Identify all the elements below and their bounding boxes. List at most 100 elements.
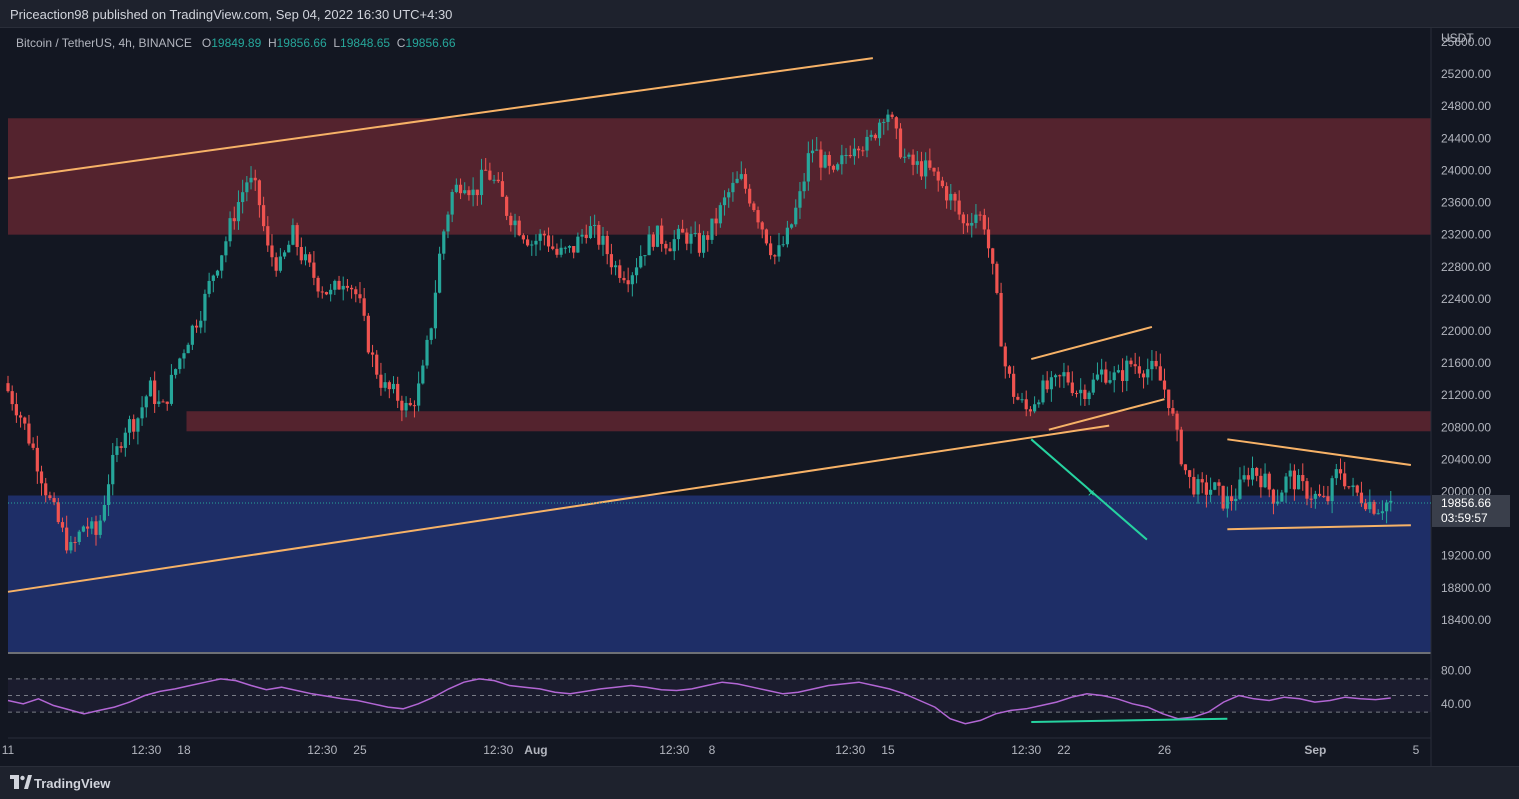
candle-body <box>643 255 647 257</box>
candle-body <box>333 280 337 290</box>
candle-body <box>769 243 773 256</box>
publisher-line: Priceaction98 published on TradingView.c… <box>10 7 453 22</box>
candle-body <box>484 169 488 171</box>
symbol-legend: Bitcoin / TetherUS, 4h, BINANCE O19849.8… <box>16 36 456 50</box>
price-tick-label: 22000.00 <box>1441 324 1491 338</box>
rsi-divergence-line[interactable] <box>1031 717 1228 724</box>
candle-body <box>396 383 400 401</box>
candle-body <box>220 255 224 271</box>
candle-body <box>90 521 94 529</box>
trendline[interactable] <box>1227 524 1411 531</box>
candle-body <box>236 202 241 222</box>
candle-body <box>320 291 324 293</box>
tradingview-logo-icon <box>10 775 32 789</box>
candle-body <box>676 228 681 240</box>
candle-body <box>781 244 785 246</box>
close-value: 19856.66 <box>405 36 456 50</box>
divergence-marker: × <box>1088 486 1095 500</box>
current-price-tag[interactable] <box>1432 494 1510 527</box>
candle-body <box>140 407 144 419</box>
candle-body <box>178 358 182 370</box>
candle-body <box>1288 470 1292 477</box>
candle-body <box>588 226 593 239</box>
candle-body <box>1175 413 1179 430</box>
candle-body <box>559 247 563 255</box>
candle-body <box>1074 393 1079 395</box>
trendline[interactable] <box>7 57 874 180</box>
candle-body <box>576 236 580 253</box>
candle-body <box>1355 485 1359 493</box>
trendline[interactable] <box>1048 398 1165 431</box>
trendline[interactable] <box>1227 438 1412 466</box>
candle-body <box>1334 469 1338 479</box>
candle-body <box>597 224 601 245</box>
candle-body <box>739 174 743 179</box>
candle-body <box>1200 479 1204 483</box>
candle-body <box>1229 496 1234 502</box>
candle-body <box>1058 375 1062 377</box>
price-zone <box>186 411 1431 432</box>
candle-body <box>366 315 370 353</box>
trendline[interactable] <box>7 424 1110 593</box>
candle-body <box>844 154 848 156</box>
candle-body <box>467 190 471 196</box>
candle-body <box>224 241 228 256</box>
candle-body <box>1305 481 1309 499</box>
candle-body <box>1238 479 1242 499</box>
candle-body <box>1208 489 1213 495</box>
candle-body <box>1049 377 1053 390</box>
candle-body <box>102 505 106 521</box>
candle-body <box>601 235 605 245</box>
candle-body <box>890 114 894 118</box>
candle-body <box>111 454 115 485</box>
price-tick-label: 21600.00 <box>1441 356 1491 370</box>
candle-body <box>605 235 609 255</box>
candle-body <box>831 165 836 170</box>
candle-body <box>245 182 249 193</box>
candle-body <box>827 155 831 166</box>
candle-body <box>165 401 169 404</box>
price-tick-label: 19200.00 <box>1441 549 1491 563</box>
candle-body <box>274 257 278 271</box>
candle-body <box>609 254 613 268</box>
candle-body <box>35 447 39 472</box>
candle-body <box>1020 399 1024 401</box>
candle-body <box>136 418 140 432</box>
candle-body <box>584 234 588 239</box>
candle-body <box>764 229 769 244</box>
candle-body <box>488 170 492 180</box>
candle-body <box>408 402 412 406</box>
candle-body <box>278 256 282 271</box>
candle-body <box>551 246 555 249</box>
candle-body <box>668 248 672 252</box>
candle-body <box>949 193 953 201</box>
candle-body <box>1146 369 1150 378</box>
candle-body <box>119 446 123 448</box>
candle-body <box>203 293 207 321</box>
candle-body <box>437 253 442 293</box>
price-chart[interactable]: × 25600.00 25200.00 24800.00 24400.00 24000.0… <box>0 28 1519 766</box>
trendline[interactable] <box>1030 325 1153 361</box>
candle-body <box>454 184 458 193</box>
candle-body <box>463 190 467 194</box>
candle-body <box>421 365 425 384</box>
price-tick-label: 23600.00 <box>1441 196 1491 210</box>
candle-body <box>1007 366 1012 374</box>
candle-body <box>651 234 655 247</box>
trendline[interactable] <box>1030 438 1148 541</box>
candle-body <box>995 263 999 293</box>
candle-body <box>1192 476 1196 495</box>
candle-body <box>957 200 961 215</box>
candle-body <box>525 239 530 246</box>
candle-body <box>1045 380 1049 390</box>
candle-body <box>86 526 90 529</box>
candle-body <box>425 339 429 366</box>
candle-body <box>991 248 995 264</box>
symbol-title: Bitcoin / TetherUS, 4h, BINANCE <box>16 36 192 50</box>
candle-body <box>115 446 119 455</box>
candle-body <box>513 220 517 226</box>
candle-body <box>685 232 689 244</box>
candle-body <box>18 415 23 418</box>
candle-body <box>1016 396 1020 400</box>
candle-body <box>1033 404 1037 412</box>
